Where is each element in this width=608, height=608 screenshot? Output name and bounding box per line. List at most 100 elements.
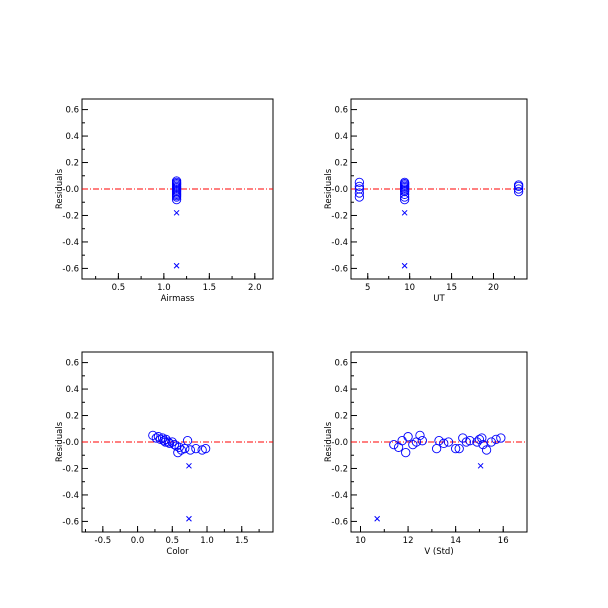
data-point-circle bbox=[399, 186, 410, 197]
y-axis-label: Residuals bbox=[55, 421, 65, 462]
x-tick-label: 1.5 bbox=[235, 536, 249, 546]
y-tick-label: -0.4 bbox=[62, 491, 79, 501]
y-tick-label: -0.2 bbox=[331, 464, 348, 474]
color-residual-panel: -0.6 -0.4 -0.2 -0.0 0.2 0.4 0.6 -0.5 0.0 0.5 1.0 1.… bbox=[55, 351, 274, 557]
y-tick-label: -0.0 bbox=[331, 185, 348, 195]
data-point-circle bbox=[354, 177, 365, 188]
x-tick-label: 20 bbox=[488, 283, 499, 293]
x-tick-label: 10 bbox=[355, 536, 366, 546]
x-tick-label: 15 bbox=[446, 283, 457, 293]
y-tick-label: -0.2 bbox=[331, 211, 348, 221]
x-tick-label: 1.5 bbox=[203, 283, 217, 293]
x-tick-label: 0.5 bbox=[112, 283, 126, 293]
data-point-circle bbox=[401, 447, 411, 458]
data-point-circle bbox=[443, 437, 454, 447]
data-point-circle bbox=[163, 437, 173, 447]
data-point-circle bbox=[465, 436, 475, 446]
outlier-point-cross bbox=[173, 209, 180, 216]
data-point-circle bbox=[417, 436, 428, 446]
x-tick-label: 1.0 bbox=[200, 536, 214, 546]
data-point-circle bbox=[354, 192, 365, 202]
y-tick-label: -0.2 bbox=[62, 464, 79, 474]
x-tick-label: 2.0 bbox=[248, 283, 262, 293]
data-point-circle bbox=[169, 439, 180, 450]
x-axis-label: Color bbox=[166, 547, 189, 557]
x-axis-label: Airmass bbox=[161, 294, 195, 304]
x-tick-label: 5 bbox=[365, 283, 370, 293]
y-tick-label: -0.0 bbox=[62, 438, 79, 448]
data-point-circle bbox=[477, 433, 487, 443]
data-point-circle bbox=[415, 430, 425, 441]
data-point-circle bbox=[481, 445, 492, 455]
y-tick-label: -0.4 bbox=[331, 491, 348, 501]
data-point-circle bbox=[389, 439, 399, 450]
data-point-circle bbox=[399, 189, 410, 199]
y-tick-label: 0.2 bbox=[65, 412, 79, 422]
data-point-circle bbox=[450, 443, 461, 454]
data-point-circle bbox=[191, 443, 201, 454]
outlier-point-cross bbox=[401, 262, 408, 269]
data-point-circle bbox=[354, 184, 365, 194]
outlier-point-cross bbox=[173, 262, 180, 269]
y-tick-label: -0.6 bbox=[331, 264, 348, 274]
y-tick-label: -0.0 bbox=[62, 185, 79, 195]
data-point-circle bbox=[486, 437, 496, 447]
x-tick-label: 10 bbox=[404, 283, 415, 293]
data-point-circle bbox=[399, 192, 410, 202]
y-tick-label: 0.6 bbox=[334, 359, 348, 369]
y-tick-label: 0.4 bbox=[65, 132, 79, 142]
data-point-circle bbox=[393, 442, 404, 452]
data-point-circle bbox=[185, 445, 195, 455]
y-axis-label: Residuals bbox=[324, 168, 334, 209]
data-point-circle bbox=[174, 442, 184, 452]
data-point-circle bbox=[354, 188, 365, 198]
data-point-circle bbox=[403, 432, 413, 442]
data-point-circle bbox=[399, 194, 410, 205]
data-point-circle bbox=[434, 436, 444, 446]
data-point-circle bbox=[431, 443, 442, 454]
data-point-circle bbox=[513, 184, 524, 194]
x-axis-label: V (Std) bbox=[424, 547, 453, 557]
x-tick-label: 12 bbox=[403, 536, 414, 546]
data-point-circle bbox=[173, 447, 183, 458]
data-point-circle bbox=[182, 436, 193, 446]
y-tick-label: -0.4 bbox=[331, 238, 348, 248]
data-point-circle bbox=[491, 434, 501, 445]
outlier-point-cross bbox=[186, 515, 192, 522]
data-point-circle bbox=[200, 443, 211, 454]
x-tick-label: 1.0 bbox=[157, 283, 171, 293]
x-tick-label: 0.5 bbox=[166, 536, 180, 546]
y-tick-label: 0.6 bbox=[65, 359, 79, 369]
y-tick-label: -0.6 bbox=[62, 264, 79, 274]
data-point-circle bbox=[513, 186, 524, 197]
data-point-circle bbox=[474, 434, 485, 445]
data-point-circle bbox=[171, 194, 182, 205]
data-point-circle bbox=[513, 181, 524, 192]
y-tick-label: 0.6 bbox=[65, 106, 79, 116]
y-tick-label: -0.6 bbox=[331, 517, 348, 527]
data-point-circle bbox=[397, 436, 407, 446]
data-point-circle bbox=[171, 192, 182, 202]
data-point-circle bbox=[454, 443, 464, 454]
data-point-circle bbox=[180, 443, 190, 454]
y-axis-label: Residuals bbox=[55, 168, 65, 209]
y-axis-label: Residuals bbox=[324, 421, 334, 462]
y-tick-label: 0.2 bbox=[334, 412, 348, 422]
y-tick-label: 0.2 bbox=[334, 159, 348, 169]
x-tick-label: 16 bbox=[498, 536, 509, 546]
y-tick-label: -0.0 bbox=[331, 438, 348, 448]
y-tick-label: 0.6 bbox=[334, 106, 348, 116]
y-tick-label: -0.2 bbox=[62, 211, 79, 221]
x-tick-label: -0.5 bbox=[95, 536, 112, 546]
data-point-circle bbox=[354, 181, 365, 192]
data-point-circle bbox=[148, 430, 158, 441]
data-point-circle bbox=[496, 433, 506, 443]
x-axis-label: UT bbox=[433, 294, 445, 304]
y-tick-label: 0.4 bbox=[334, 132, 348, 142]
outlier-point-cross bbox=[374, 515, 381, 522]
x-tick-label: 14 bbox=[450, 536, 461, 546]
data-point-circle bbox=[439, 438, 449, 448]
x-tick-label: 0.0 bbox=[131, 536, 145, 546]
data-point-circle bbox=[478, 439, 488, 450]
y-tick-label: 0.4 bbox=[334, 385, 348, 395]
